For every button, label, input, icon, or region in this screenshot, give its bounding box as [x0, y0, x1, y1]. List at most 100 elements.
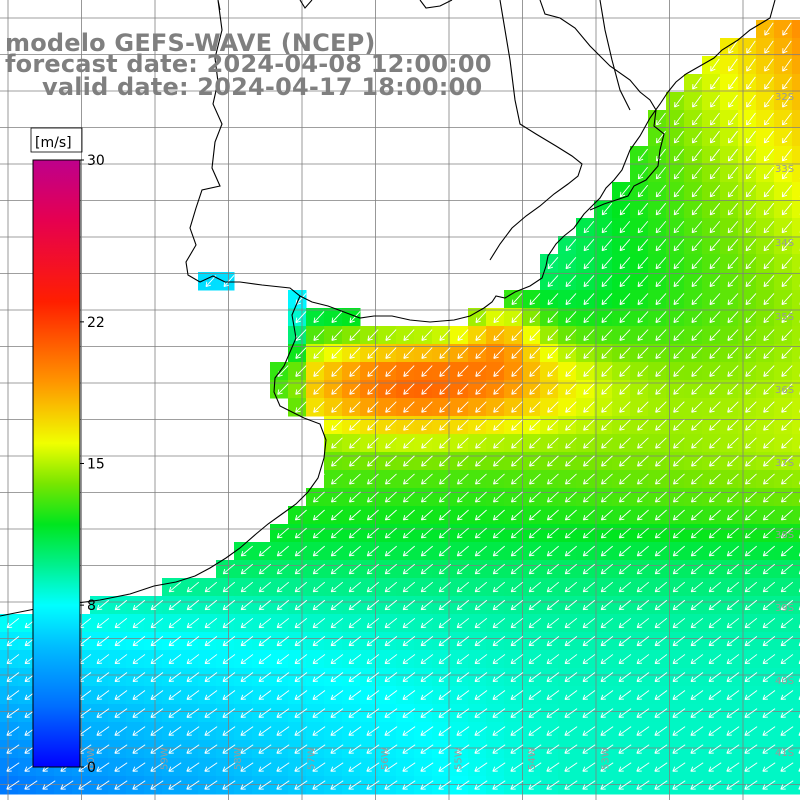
- wind-speed-cell: [576, 578, 595, 597]
- wind-speed-cell: [486, 542, 505, 561]
- wind-speed-cell: [252, 614, 271, 633]
- wind-arrow: [258, 762, 272, 772]
- wind-arrow: [367, 473, 379, 485]
- wind-arrow: [313, 365, 325, 377]
- wind-speed-cell: [648, 668, 667, 687]
- wind-speed-cell: [720, 776, 739, 795]
- wind-arrow: [655, 220, 667, 234]
- wind-arrow: [600, 654, 614, 665]
- wind-arrow: [204, 599, 218, 611]
- wind-speed-cell: [738, 74, 757, 93]
- wind-speed-cell: [306, 524, 325, 543]
- wind-speed-cell: [342, 470, 361, 489]
- wind-speed-cell: [342, 704, 361, 723]
- wind-arrow: [726, 780, 740, 790]
- wind-arrow: [168, 636, 182, 647]
- wind-speed-cell: [342, 686, 361, 705]
- wind-speed-cell: [324, 344, 343, 363]
- wind-arrow: [492, 672, 506, 682]
- wind-speed-cell: [702, 578, 721, 597]
- wind-arrow: [746, 112, 756, 126]
- wind-speed-cell: [702, 740, 721, 759]
- wind-arrow: [528, 527, 541, 539]
- wind-speed-cell: [468, 722, 487, 741]
- wind-arrow: [672, 617, 686, 629]
- wind-arrow: [780, 690, 794, 700]
- wind-speed-cell: [306, 326, 325, 345]
- wind-speed-cell: [702, 164, 721, 183]
- wind-arrow: [420, 617, 434, 629]
- wind-arrow: [673, 383, 685, 395]
- wind-speed-cell: [468, 416, 487, 435]
- wind-arrow: [132, 617, 146, 629]
- wind-arrow: [510, 509, 523, 521]
- wind-speed-cell: [756, 686, 775, 705]
- wind-arrow: [763, 347, 775, 359]
- wind-arrow: [493, 437, 505, 449]
- wind-arrow: [727, 311, 739, 323]
- wind-speed-cell: [288, 506, 307, 525]
- wind-arrow: [637, 293, 649, 305]
- wind-arrow: [654, 581, 668, 593]
- wind-arrow: [349, 383, 361, 395]
- wind-arrow: [349, 365, 361, 377]
- wind-speed-cell: [576, 488, 595, 507]
- wind-arrow: [510, 563, 524, 575]
- wind-arrow: [439, 437, 451, 449]
- wind-speed-cell: [288, 542, 307, 561]
- wind-arrow: [601, 419, 613, 431]
- wind-speed-cell: [252, 686, 271, 705]
- wind-arrow: [781, 347, 793, 359]
- colorbar-tick-label: 0: [87, 760, 96, 776]
- wind-speed-cell: [684, 146, 703, 165]
- wind-speed-cell: [450, 632, 469, 651]
- wind-speed-cell: [270, 740, 289, 759]
- wind-speed-cell: [558, 452, 577, 471]
- wind-arrow: [186, 726, 200, 736]
- wind-arrow: [673, 347, 685, 359]
- wind-speed-cell: [666, 596, 685, 615]
- wind-arrow: [186, 708, 200, 718]
- wind-speed-cell: [576, 308, 595, 327]
- wind-speed-cell: [540, 308, 559, 327]
- wind-arrow: [637, 239, 649, 252]
- wind-arrow: [456, 672, 470, 682]
- wind-speed-cell: [576, 236, 595, 255]
- wind-arrow: [637, 437, 649, 449]
- wind-speed-cell: [702, 56, 721, 75]
- wind-arrow: [564, 581, 578, 593]
- wind-speed-cell: [666, 632, 685, 651]
- wind-arrow: [781, 166, 793, 180]
- wind-arrow: [673, 239, 685, 252]
- wind-arrow: [690, 581, 704, 593]
- wind-speed-cell: [648, 686, 667, 705]
- wind-speed-cell: [594, 686, 613, 705]
- wind-speed-cell: [666, 200, 685, 219]
- wind-arrow: [780, 780, 794, 790]
- wind-arrow: [330, 708, 344, 718]
- wind-speed-cell: [630, 146, 649, 165]
- wind-speed-cell: [486, 488, 505, 507]
- wind-arrow: [114, 708, 128, 718]
- wind-speed-cell: [504, 758, 523, 777]
- wind-arrow: [349, 347, 361, 359]
- wind-arrow: [618, 509, 631, 521]
- wind-arrow: [457, 383, 469, 395]
- wind-arrow: [96, 672, 110, 682]
- wind-arrow: [475, 329, 487, 341]
- wind-speed-cell: [126, 668, 145, 687]
- wind-arrow: [492, 636, 506, 647]
- wind-speed-cell: [396, 524, 415, 543]
- wind-speed-cell: [702, 74, 721, 93]
- wind-speed-cell: [126, 704, 145, 723]
- wind-arrow: [637, 166, 649, 180]
- wind-speed-cell: [378, 560, 397, 579]
- wind-arrow: [601, 455, 613, 467]
- wind-speed-cell: [774, 56, 793, 75]
- wind-arrow: [258, 617, 272, 629]
- wind-arrow: [762, 545, 775, 557]
- wind-arrow: [42, 780, 56, 790]
- wind-arrow: [421, 455, 433, 467]
- wind-speed-cell: [792, 758, 800, 777]
- wind-arrow: [276, 617, 290, 629]
